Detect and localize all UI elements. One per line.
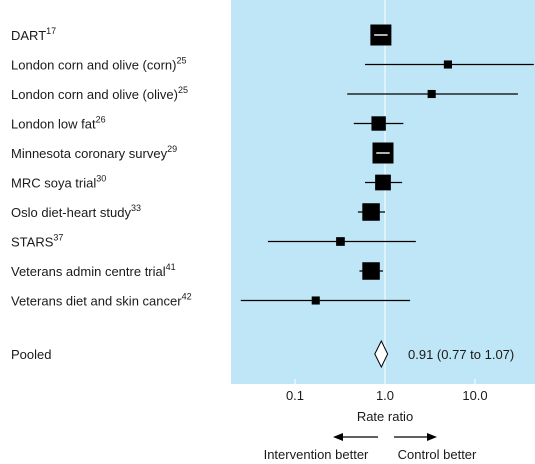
direction-arrows [333, 433, 437, 441]
x-axis-ticks: 0.1 1.0 10.0 [286, 379, 488, 403]
point-estimate [371, 116, 386, 131]
pooled-value-label: 0.91 (0.77 to 1.07) [408, 347, 514, 362]
study-label: London corn and olive (corn)25 [11, 56, 187, 73]
point-estimate [443, 60, 452, 69]
left-arrow-head [333, 433, 343, 441]
pooled-diamond [374, 339, 389, 369]
study-label: STARS37 [11, 233, 63, 250]
point-estimate [311, 296, 320, 305]
intervention-better-label: Intervention better [264, 447, 369, 462]
study-label: Veterans diet and skin cancer42 [11, 292, 192, 309]
point-estimate [427, 89, 436, 99]
point-estimate [336, 237, 345, 246]
study-marks [240, 24, 534, 305]
study-label: Veterans admin centre trial41 [11, 262, 176, 279]
x-tick-label: 1.0 [376, 388, 394, 403]
control-better-label: Control better [398, 447, 477, 462]
study-label: London low fat26 [11, 115, 106, 132]
point-estimate [362, 262, 380, 280]
point-estimate [362, 203, 380, 221]
x-tick-label: 10.0 [462, 388, 487, 403]
study-label: Oslo diet-heart study33 [11, 203, 141, 220]
study-label: MRC soya trial30 [11, 174, 106, 191]
study-label: Minnesota coronary survey29 [11, 144, 177, 161]
study-label: London corn and olive (olive)25 [11, 85, 188, 102]
x-axis-title: Rate ratio [357, 409, 413, 424]
plot-panel [231, 0, 535, 384]
point-estimate [375, 174, 391, 191]
study-label: DART17 [11, 26, 56, 43]
pooled-label: Pooled [11, 347, 51, 362]
x-tick-label: 0.1 [286, 388, 304, 403]
pooled-estimate: Pooled 0.91 (0.77 to 1.07) [11, 339, 514, 369]
study-labels: DART17 London corn and olive (corn)25 Lond… [11, 26, 192, 309]
right-arrow-head [427, 433, 437, 441]
